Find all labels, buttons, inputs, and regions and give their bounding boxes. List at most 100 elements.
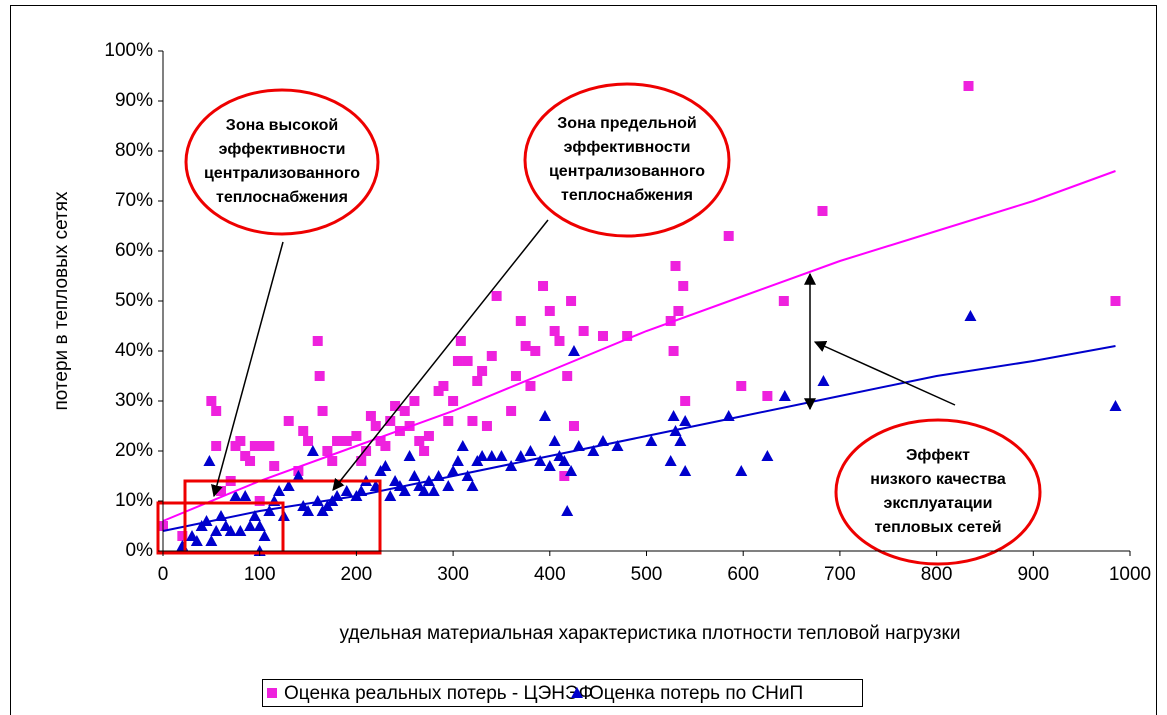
point	[248, 510, 261, 521]
point	[596, 435, 609, 446]
point	[597, 331, 608, 341]
point	[205, 535, 218, 546]
point	[477, 366, 488, 376]
point	[567, 345, 580, 356]
trendline	[162, 345, 1116, 532]
point	[297, 500, 310, 511]
point	[264, 441, 275, 451]
callout	[523, 82, 731, 238]
point	[438, 381, 449, 391]
point	[548, 435, 561, 446]
point	[534, 455, 547, 466]
y-tick-label: 20%	[115, 440, 153, 461]
point	[817, 375, 830, 386]
point	[587, 445, 600, 456]
point	[273, 485, 286, 496]
annotation: эффективности	[219, 141, 346, 158]
point	[447, 465, 460, 476]
y-tick-label: 100%	[104, 40, 153, 61]
point	[245, 456, 256, 466]
point	[244, 520, 257, 531]
point	[680, 396, 691, 406]
legend-label: Оценка потерь по СНиП	[589, 683, 803, 704]
point	[355, 485, 368, 496]
x-tick-label: 600	[727, 564, 759, 585]
point	[203, 455, 216, 466]
point	[554, 336, 565, 346]
x-tick-label: 400	[534, 564, 566, 585]
x-tick-label: 500	[631, 564, 663, 585]
point	[206, 396, 217, 406]
point	[514, 450, 527, 461]
point	[664, 455, 677, 466]
point	[505, 460, 518, 471]
point	[332, 436, 343, 446]
point	[964, 310, 977, 321]
annotation: теплоснабжения	[216, 189, 348, 206]
point	[380, 441, 391, 451]
point	[678, 281, 689, 291]
point	[524, 445, 537, 456]
point	[510, 371, 521, 381]
annotation: низкого качества	[870, 471, 1006, 488]
point	[778, 296, 789, 306]
point	[544, 306, 555, 316]
point	[351, 431, 362, 441]
point	[234, 525, 247, 536]
point	[462, 356, 473, 366]
point	[390, 401, 401, 411]
point	[254, 441, 265, 451]
y-axis-label: потери в тепловых сетях	[51, 191, 72, 410]
point	[414, 436, 425, 446]
point	[778, 390, 791, 401]
point	[665, 316, 676, 326]
point	[963, 81, 974, 91]
y-tick-label: 50%	[115, 290, 153, 311]
point	[538, 410, 551, 421]
point	[481, 421, 492, 431]
x-tick-label: 700	[824, 564, 856, 585]
point	[282, 480, 295, 491]
point	[340, 485, 353, 496]
x-tick-label: 1000	[1109, 564, 1151, 585]
point	[485, 450, 498, 461]
chart-frame	[10, 5, 1157, 715]
point	[312, 336, 323, 346]
x-tick-label: 900	[1017, 564, 1049, 585]
point	[667, 410, 680, 421]
plot	[158, 81, 1122, 556]
point	[176, 540, 189, 551]
point	[314, 371, 325, 381]
point	[361, 446, 372, 456]
x-axis-label: удельная материальная характеристика пло…	[340, 623, 961, 644]
point	[723, 231, 734, 241]
point	[235, 436, 246, 446]
point	[427, 485, 440, 496]
annotation: централизованного	[204, 165, 360, 182]
arrow	[813, 340, 956, 406]
point	[817, 206, 828, 216]
point	[736, 381, 747, 391]
point	[451, 455, 464, 466]
point	[1110, 296, 1121, 306]
point	[571, 687, 583, 698]
point	[566, 296, 577, 306]
annotation: Зона предельной	[557, 115, 696, 132]
point	[379, 460, 392, 471]
point	[322, 446, 333, 456]
y-tick-label: 0%	[126, 540, 154, 561]
point	[622, 331, 633, 341]
point	[735, 465, 748, 476]
point	[452, 356, 463, 366]
point	[456, 440, 469, 451]
point	[224, 525, 237, 536]
x-tick-label: 0	[158, 564, 169, 585]
point	[341, 436, 352, 446]
trendline	[162, 170, 1116, 522]
point	[409, 396, 420, 406]
point	[317, 406, 328, 416]
point	[423, 431, 434, 441]
point	[562, 371, 573, 381]
point	[611, 440, 624, 451]
annotation: тепловых сетей	[874, 519, 1001, 536]
